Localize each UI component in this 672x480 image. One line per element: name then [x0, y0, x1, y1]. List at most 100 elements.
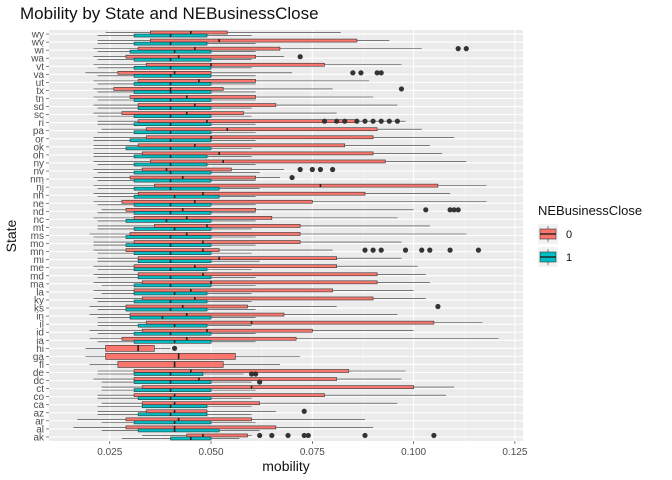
box-iqr [129, 175, 256, 180]
box-iqr [133, 98, 212, 102]
box-iqr [137, 323, 208, 328]
outlier-point [289, 174, 295, 181]
outlier-point [447, 247, 453, 253]
box-series0-ne [93, 199, 487, 204]
outlier-point [378, 70, 384, 76]
outlier-point [362, 118, 368, 124]
outlier-point [370, 247, 376, 253]
box-series1-sc [97, 114, 252, 118]
box-iqr [125, 248, 220, 252]
y-tick-label: co [33, 392, 44, 403]
y-tick-label: id [36, 328, 44, 339]
y-tick-label: ga [33, 352, 45, 363]
x-tick-label: 0.025 [97, 447, 122, 458]
box-iqr [125, 219, 212, 223]
y-tick-label: wa [30, 54, 44, 65]
box-iqr [137, 106, 212, 110]
box-iqr [133, 291, 208, 296]
box-series0-oh [93, 151, 442, 156]
y-tick-label: or [35, 134, 45, 145]
box-series1-wa [97, 57, 252, 62]
box-iqr [133, 194, 220, 199]
box-iqr [137, 103, 277, 107]
y-tick-label: ms [31, 231, 44, 242]
box-iqr [125, 417, 252, 422]
box-iqr [125, 146, 212, 151]
box-series1-ok [93, 146, 252, 151]
box-iqr [133, 74, 212, 78]
y-tick-label: ny [33, 158, 44, 169]
box-series1-az [97, 412, 252, 417]
outlier-point [451, 207, 457, 213]
legend: NEBusinessClose 0 1 [538, 203, 642, 267]
legend-label: 0 [566, 229, 572, 241]
outlier-point [248, 371, 255, 377]
box-series1-ct [101, 388, 256, 392]
box-iqr [149, 30, 228, 35]
box-series [73, 30, 499, 441]
box-iqr [133, 388, 212, 392]
box-series0-co [97, 393, 447, 397]
outlier-point [374, 70, 380, 76]
box-series1-nj [97, 186, 260, 191]
box-series1-il [97, 323, 252, 328]
box-iqr [133, 420, 212, 425]
y-tick-label: il [40, 320, 44, 331]
box-series1-al [101, 428, 260, 433]
box-series0-ct [101, 385, 455, 389]
outlier-point [435, 303, 441, 310]
y-tick-label: pa [33, 126, 45, 137]
box-iqr [137, 143, 346, 148]
box-iqr [141, 151, 374, 156]
y-tick-label: me [30, 263, 44, 274]
outlier-point [350, 70, 356, 76]
y-tick-label: ks [34, 304, 44, 315]
y-tick-label: de [33, 368, 45, 379]
box-series0-md [93, 272, 426, 277]
box-iqr [141, 385, 414, 389]
outlier-point [297, 54, 303, 60]
box-series1-oh [93, 154, 252, 159]
box-iqr [141, 280, 378, 285]
y-tick-label: ri [38, 118, 44, 129]
box-series1-ca [97, 404, 252, 409]
box-iqr [133, 288, 333, 293]
box-series0-mi [97, 256, 402, 260]
box-iqr [133, 122, 212, 126]
y-tick-label: ut [36, 78, 45, 89]
box-series1-de [97, 371, 259, 377]
box-series1-nm [97, 178, 256, 183]
outlier-point [354, 118, 360, 124]
box-iqr [113, 87, 224, 91]
box-iqr [129, 95, 256, 99]
box-series1-ms [93, 235, 256, 239]
box-iqr [141, 167, 232, 172]
box-iqr [137, 259, 212, 263]
box-series1-mn [97, 251, 252, 255]
box-iqr [141, 328, 313, 333]
y-tick-label: va [33, 70, 44, 81]
box-iqr [129, 232, 301, 236]
box-series1-nc [97, 219, 256, 223]
outlier-point [301, 408, 307, 414]
box-series1-id [97, 331, 256, 336]
box-iqr [125, 304, 248, 309]
outlier-point [463, 46, 469, 52]
box-iqr [145, 135, 374, 140]
box-iqr [141, 296, 374, 301]
box-series1-ia [97, 339, 256, 344]
y-tick-label: mo [30, 239, 44, 250]
box-series0-wv [97, 38, 390, 43]
box-series0-nv [93, 166, 336, 173]
y-tick-label: ia [36, 336, 44, 347]
box-iqr [125, 235, 212, 239]
box-iqr [133, 393, 325, 397]
box-series1-nh [97, 194, 256, 199]
box-iqr [141, 404, 208, 409]
outlier-point [321, 118, 328, 124]
box-iqr [137, 46, 281, 51]
box-series0-or [93, 135, 455, 140]
box-iqr [133, 57, 212, 62]
box-series0-nc [93, 216, 398, 220]
outlier-point [378, 247, 384, 253]
